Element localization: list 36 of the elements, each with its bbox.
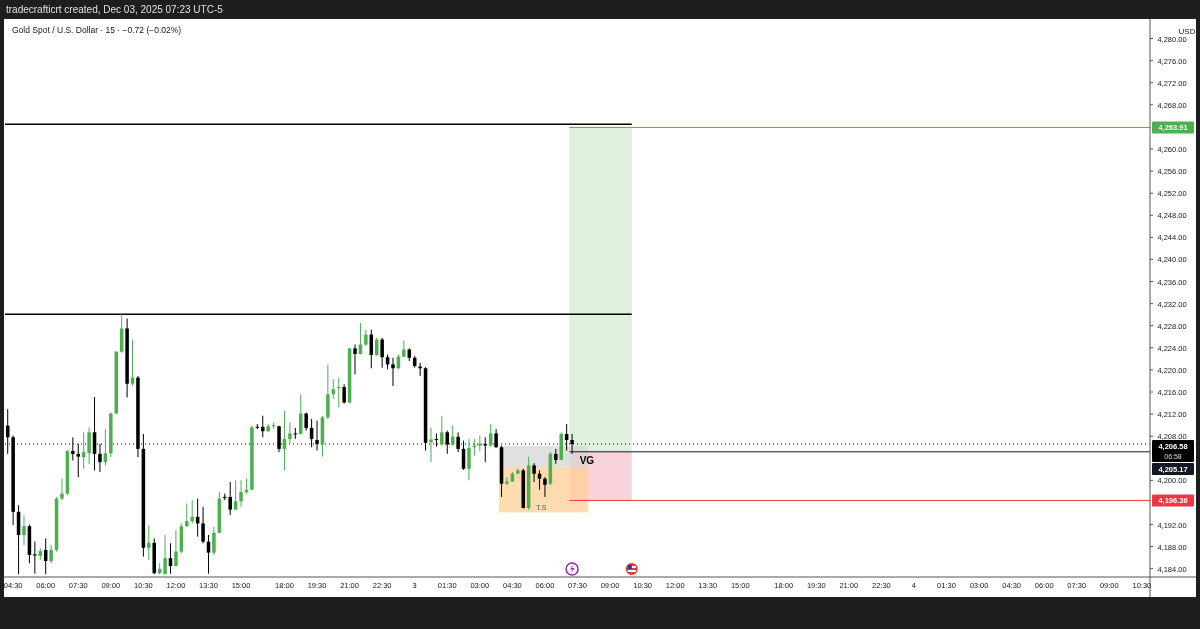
candlestick (185, 503, 189, 528)
candlestick (163, 534, 167, 575)
candlestick (342, 383, 346, 405)
candlestick (239, 479, 243, 508)
chart-title: Gold Spot / U.S. Dollar · 15 · −0.72 (−0.02%) (12, 25, 182, 35)
candlestick (298, 393, 303, 436)
candlestick (353, 344, 357, 375)
candlestick (402, 340, 406, 358)
candlestick (288, 421, 292, 445)
candlestick (212, 526, 216, 556)
candlestick (87, 426, 91, 465)
chart-subtitle: tradecrafticrt created, Dec 03, 2025 07:23 UTC-5 (6, 4, 224, 15)
candlestick (380, 337, 384, 369)
candlestick (483, 436, 488, 463)
candlestick (488, 423, 493, 448)
candlestick (532, 462, 536, 483)
candlestick (304, 411, 308, 432)
candlestick (326, 363, 330, 420)
candlestick (429, 426, 433, 463)
candlestick (543, 476, 547, 498)
candlestick (391, 357, 395, 387)
candlestick (440, 415, 444, 447)
band-label: VG (579, 455, 595, 467)
candlestick (233, 479, 238, 511)
candlestick (261, 415, 265, 438)
candlestick (174, 529, 178, 568)
candlestick (60, 478, 64, 501)
candlestick (33, 541, 37, 575)
candlestick (201, 506, 205, 544)
candlestick (467, 438, 471, 481)
y-axis-title: USD (1178, 27, 1196, 36)
candlestick (505, 476, 509, 486)
candlestick (147, 524, 151, 561)
candlestick (190, 499, 194, 524)
candlestick (22, 514, 26, 546)
candlestick (49, 544, 53, 564)
